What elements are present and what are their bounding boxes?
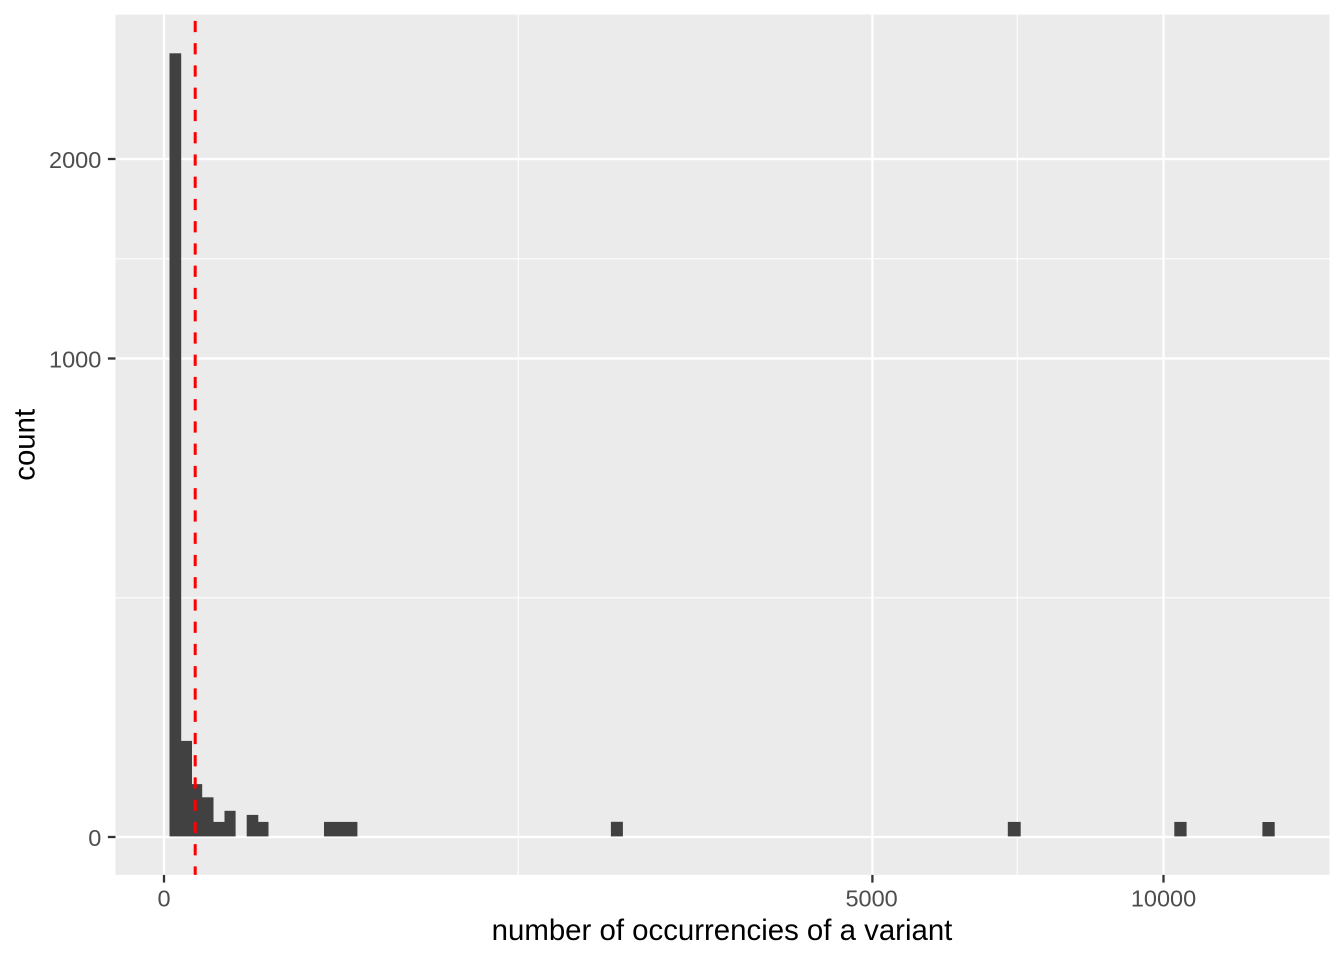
svg-text:2000: 2000 [49,147,101,173]
svg-text:0: 0 [157,885,170,911]
svg-text:number of occurrencies of a va: number of occurrencies of a variant [492,914,953,947]
svg-text:10000: 10000 [1131,885,1196,911]
svg-text:count: count [9,409,42,481]
svg-text:0: 0 [88,825,101,851]
svg-text:5000: 5000 [845,885,897,911]
svg-text:1000: 1000 [49,346,101,372]
